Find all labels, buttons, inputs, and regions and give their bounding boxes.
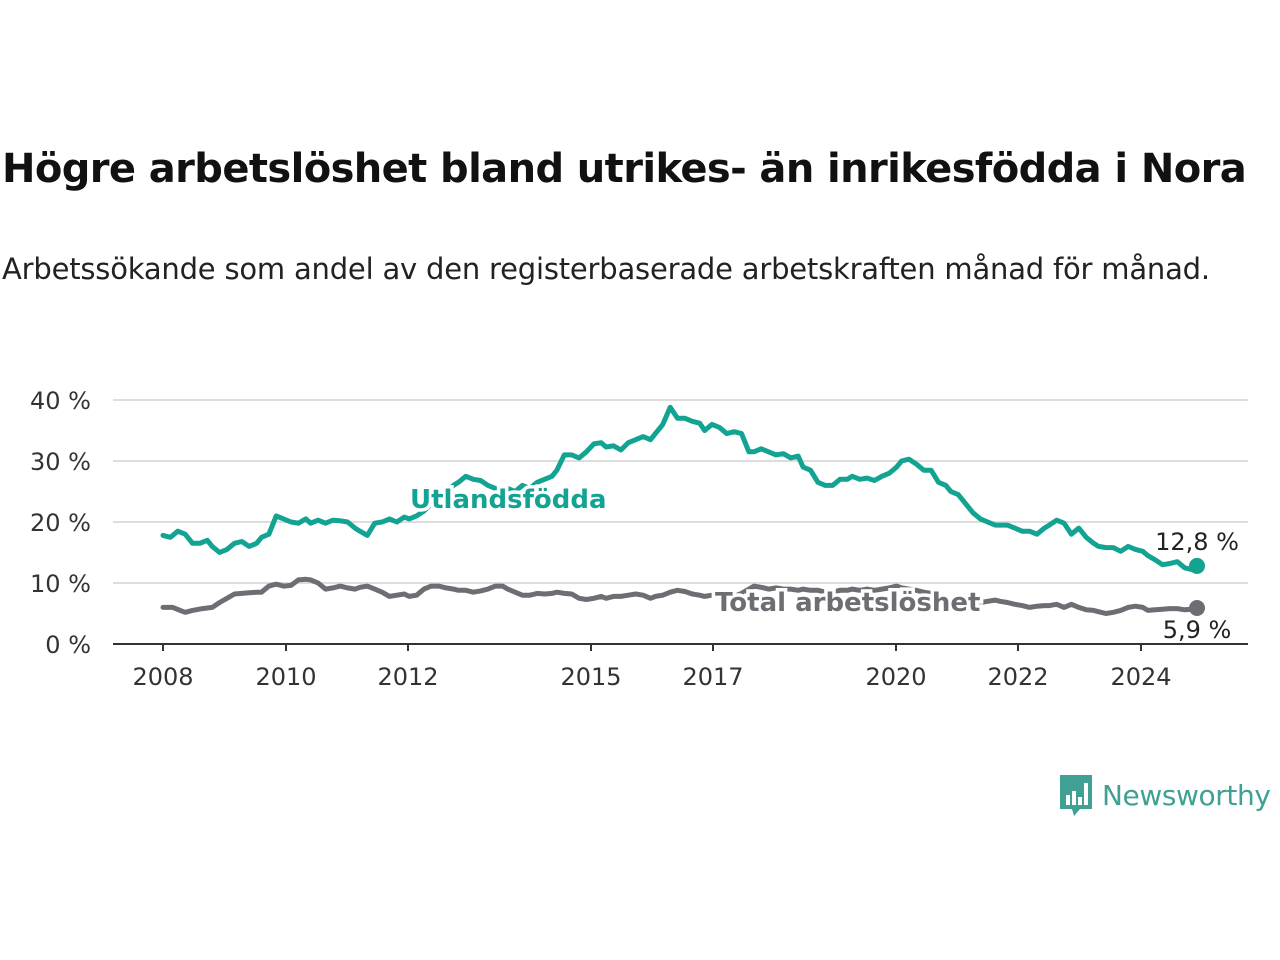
x-tick-label: 2017: [682, 663, 743, 691]
series-name-label: Utlandsfödda: [410, 485, 607, 515]
line-chart: 0 % 10 % 20 % 30 % 40 % 2008 2010 2012 2015 2017…: [30, 387, 1248, 691]
series-end-point: [1189, 557, 1205, 574]
x-tick-label: 2010: [255, 663, 316, 691]
grid-lines: [113, 399, 1248, 584]
x-tick-label: 2008: [132, 663, 193, 691]
brand-name: Newsworthy: [1102, 778, 1271, 812]
bar-chart-speech-bubble-icon: [1060, 775, 1092, 816]
y-tick-label: 30 %: [30, 448, 91, 476]
chart-subtitle: Arbetssökande som andel av den registerb…: [2, 252, 1210, 286]
series-name-label: Total arbetslöshet: [715, 588, 980, 618]
y-tick-label: 10 %: [30, 570, 91, 598]
x-tick-label: 2012: [377, 663, 438, 691]
series-end-point: [1189, 600, 1205, 617]
x-tick-label: 2015: [560, 663, 621, 691]
y-tick-label: 40 %: [30, 387, 91, 415]
brand-logo: Newsworthy: [1058, 773, 1271, 817]
series-line-total: [160, 576, 1200, 616]
x-tick-label: 2024: [1110, 663, 1171, 691]
y-tick-label: 0 %: [45, 631, 91, 659]
y-tick-label: 20 %: [30, 509, 91, 537]
x-tick-label: 2022: [987, 663, 1048, 691]
series-end-label: 12,8 %: [1155, 528, 1239, 556]
series-lines: [160, 404, 1205, 617]
x-tick-label: 2020: [865, 663, 926, 691]
series-end-label: 5,9 %: [1163, 616, 1232, 644]
chart-title: Högre arbetslöshet bland utrikes- än inr…: [2, 146, 1247, 192]
y-axis-tick-labels: 0 % 10 % 20 % 30 % 40 %: [30, 387, 91, 659]
x-axis: 2008 2010 2012 2015 2017 2020 2022 2024: [113, 643, 1248, 691]
series-labels: 12,8 % Utlandsfödda 5,9 % Total arbetslöshe…: [407, 482, 1239, 645]
series-line-utlandsfodda: [160, 404, 1200, 573]
